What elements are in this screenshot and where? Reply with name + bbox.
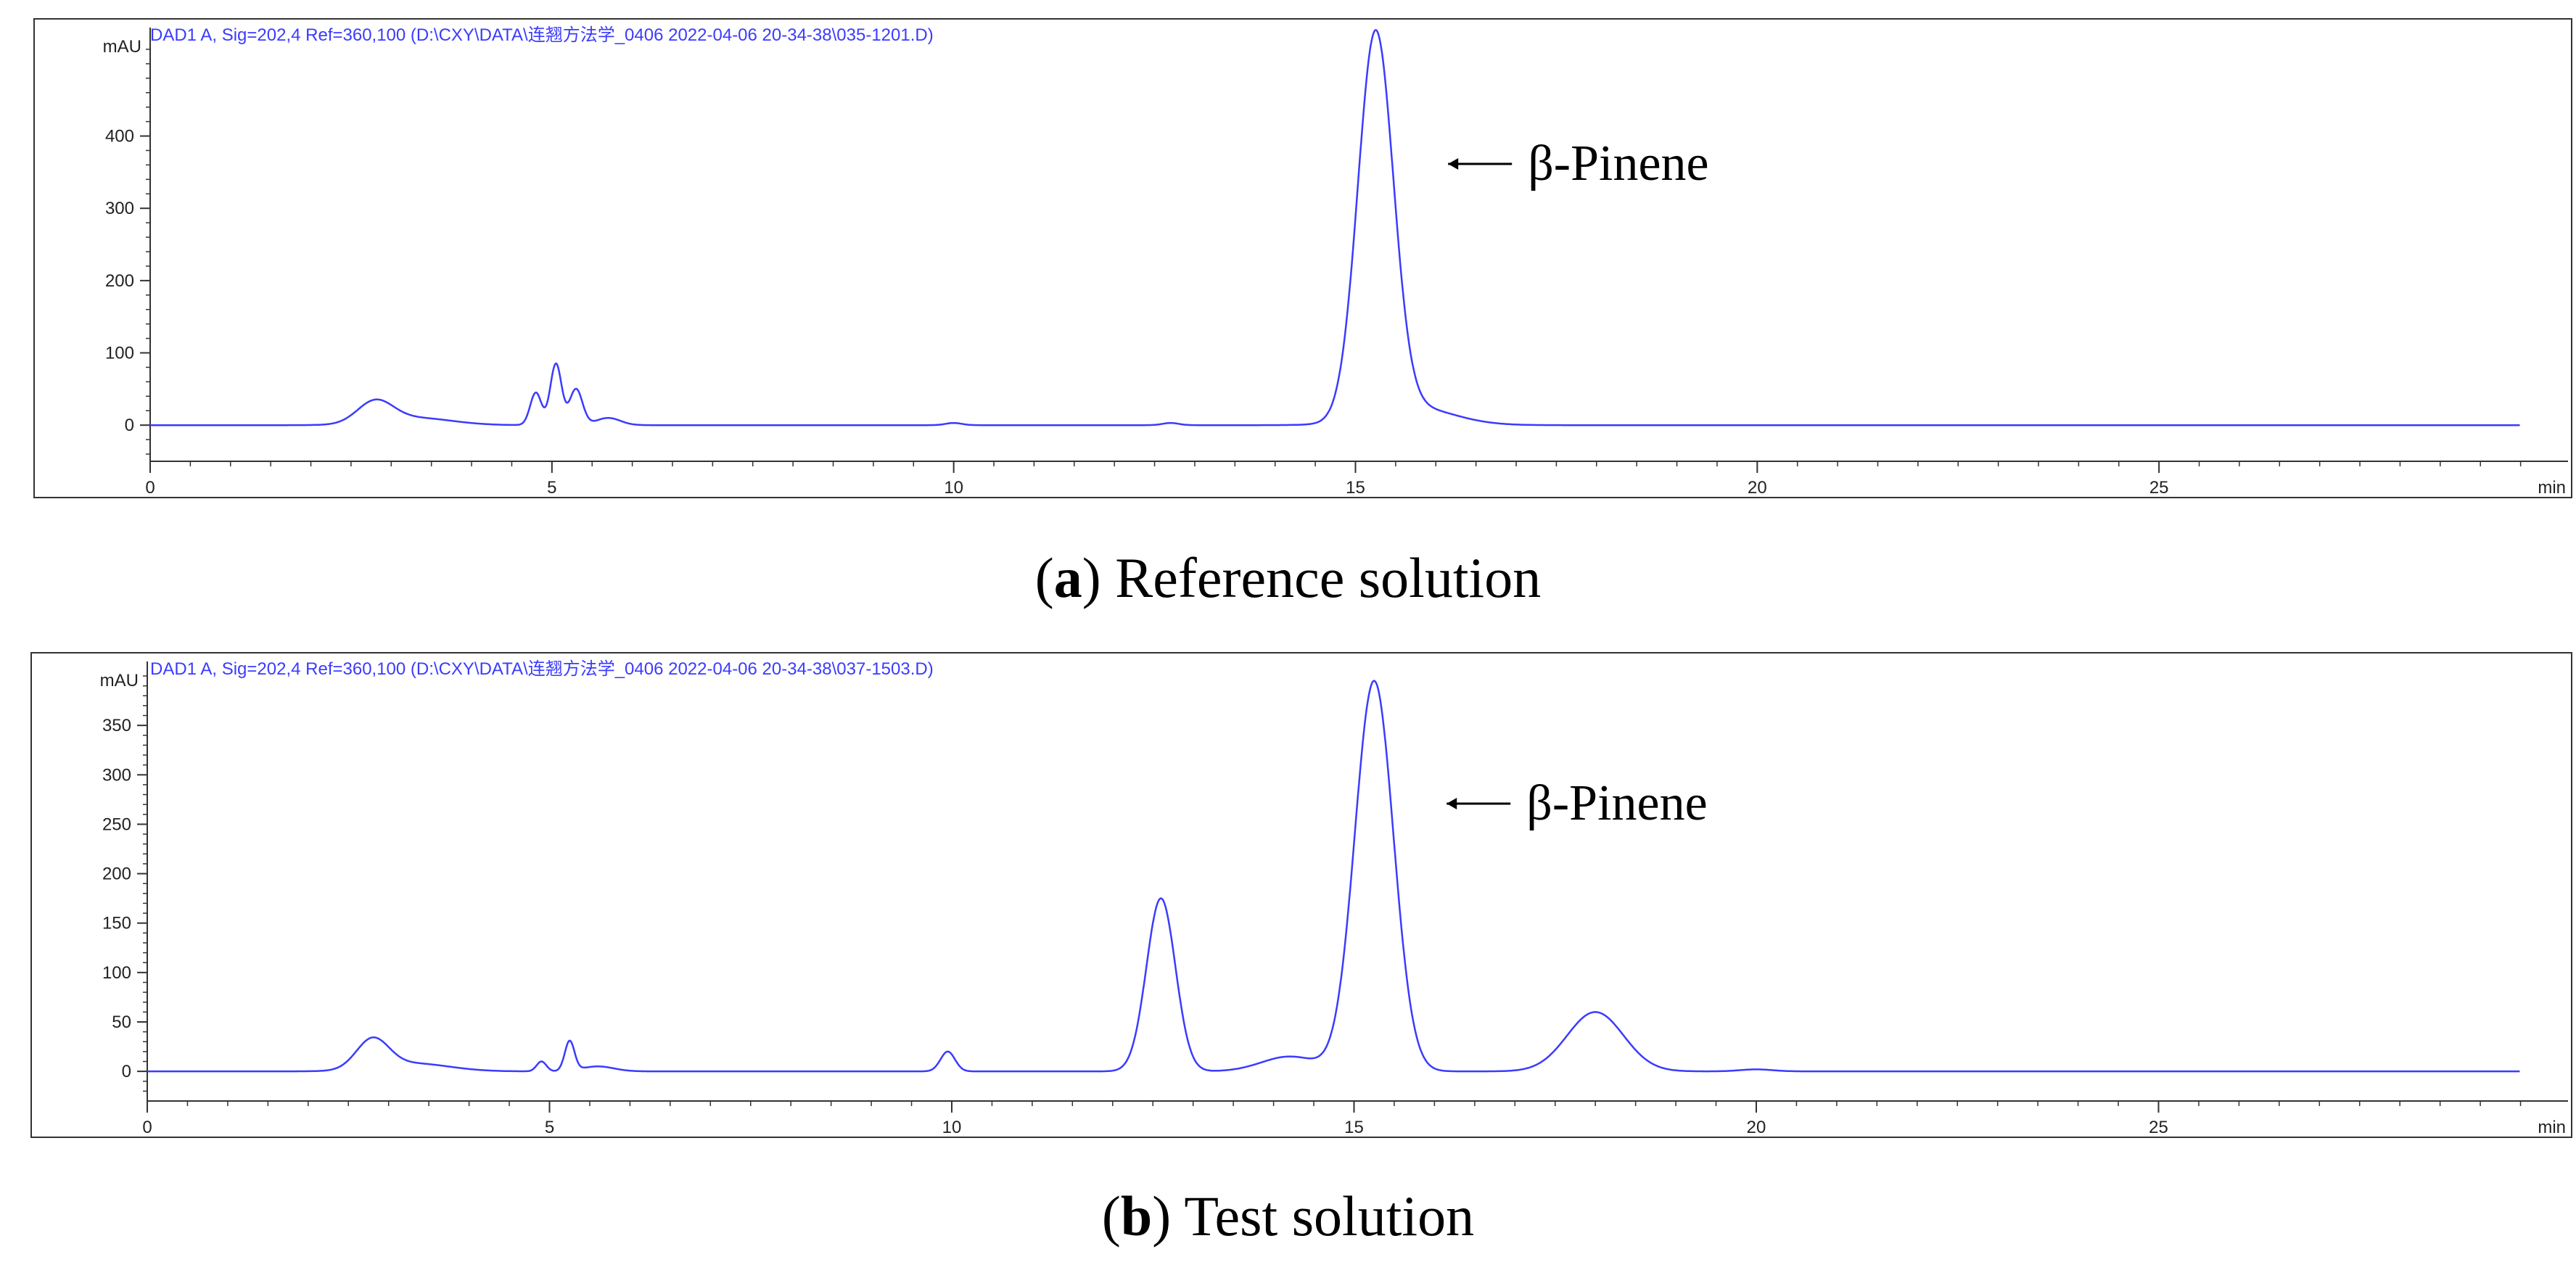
x-tick-label: 0 [145, 478, 155, 498]
caption-b: (b) Test solution [1101, 1184, 1475, 1248]
y-tick-label: 0 [122, 1062, 131, 1081]
annotation-label: β-Pinene [1526, 775, 1707, 831]
y-tick-label: 100 [105, 344, 134, 363]
y-tick-label: 350 [102, 716, 131, 735]
y-tick-label: 200 [102, 865, 131, 884]
x-unit-label: min [2538, 478, 2566, 498]
caption-letter-b: b [1120, 1184, 1153, 1248]
x-tick-label: 10 [944, 478, 963, 498]
x-tick-label: 25 [2149, 478, 2169, 498]
chart-header: DAD1 A, Sig=202,4 Ref=360,100 (D:\CXY\DA… [150, 659, 934, 679]
chromatogram-b: DAD1 A, Sig=202,4 Ref=360,100 (D:\CXY\DA… [30, 652, 2572, 1138]
y-axis-label: mAU [103, 37, 141, 57]
annotation-arrowhead [1447, 798, 1457, 809]
caption-text-a: Reference solution [1115, 546, 1542, 609]
x-tick-label: 15 [1344, 1118, 1364, 1137]
caption-text-b: Test solution [1184, 1184, 1475, 1248]
annotation-label: β-Pinene [1528, 136, 1708, 191]
x-unit-label: min [2538, 1118, 2566, 1137]
x-tick-label: 0 [142, 1118, 152, 1137]
y-axis-label: mAU [100, 671, 139, 690]
x-tick-label: 20 [1747, 1118, 1766, 1137]
signal-trace [150, 29, 2520, 426]
chart-header: DAD1 A, Sig=202,4 Ref=360,100 (D:\CXY\DA… [150, 25, 934, 45]
plot-frame [30, 652, 2572, 1138]
x-tick-label: 5 [545, 1118, 554, 1137]
y-tick-label: 150 [102, 914, 131, 933]
x-tick-label: 25 [2149, 1118, 2168, 1137]
y-tick-label: 300 [102, 765, 131, 785]
y-tick-label: 400 [105, 127, 134, 147]
signal-trace [147, 680, 2520, 1073]
y-tick-label: 0 [125, 416, 134, 435]
x-tick-label: 10 [942, 1118, 962, 1137]
chromatogram-a: DAD1 A, Sig=202,4 Ref=360,100 (D:\CXY\DA… [33, 18, 2572, 498]
y-tick-label: 100 [102, 963, 131, 983]
y-tick-label: 50 [112, 1013, 131, 1032]
y-tick-label: 300 [105, 199, 134, 218]
panel-a: DAD1 A, Sig=202,4 Ref=360,100 (D:\CXY\DA… [33, 18, 2572, 609]
x-tick-label: 5 [547, 478, 556, 498]
x-tick-label: 15 [1346, 478, 1365, 498]
y-tick-label: 250 [102, 815, 131, 834]
x-tick-label: 20 [1748, 478, 1767, 498]
caption-letter-a: a [1053, 546, 1082, 609]
caption-a: (a) Reference solution [1034, 546, 1542, 609]
y-tick-label: 200 [105, 271, 134, 291]
plot-frame [33, 18, 2572, 498]
annotation-arrowhead [1448, 158, 1459, 170]
panel-b: DAD1 A, Sig=202,4 Ref=360,100 (D:\CXY\DA… [0, 635, 2576, 1270]
